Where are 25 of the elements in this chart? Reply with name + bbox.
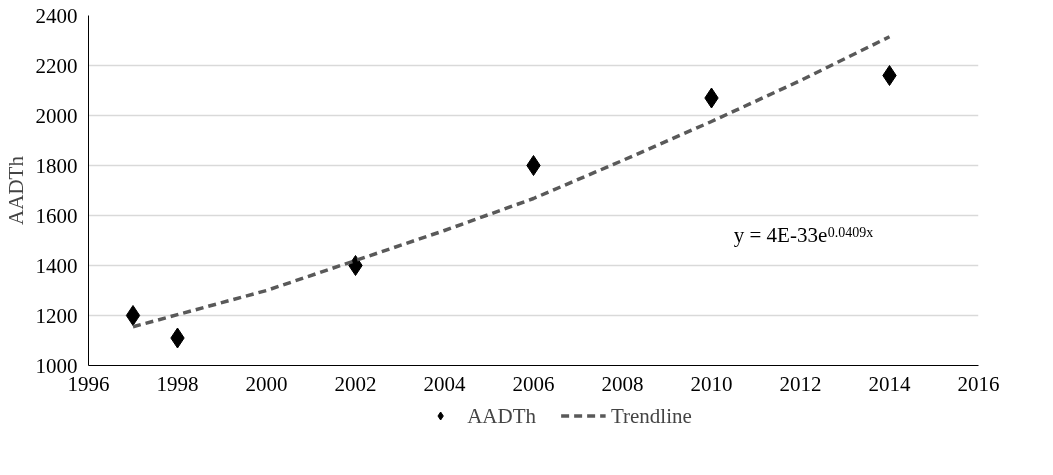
- y-tick-label: 1800: [35, 153, 78, 178]
- y-tick-label: 2000: [35, 103, 78, 128]
- x-tick-label: 2000: [245, 371, 288, 396]
- x-tick-label: 2006: [512, 371, 555, 396]
- x-tick-label: 2010: [690, 371, 733, 396]
- legend-label: AADTh: [467, 403, 536, 428]
- y-axis-title: AADTh: [3, 155, 28, 225]
- legend-label: Trendline: [610, 403, 692, 428]
- x-tick-label: 2012: [779, 371, 822, 396]
- x-tick-label: 2014: [868, 371, 911, 396]
- y-tick-label: 2400: [35, 3, 78, 28]
- x-tick-label: 1998: [156, 371, 199, 396]
- y-tick-label: 1400: [35, 253, 78, 278]
- x-tick-label: 2002: [334, 371, 377, 396]
- y-tick-label: 2200: [35, 53, 78, 78]
- x-tick-label: 2008: [601, 371, 644, 396]
- y-tick-label: 1000: [35, 353, 78, 378]
- x-tick-label: 2004: [423, 371, 466, 396]
- y-tick-label: 1600: [35, 203, 78, 228]
- point: [348, 255, 363, 276]
- point: [526, 155, 541, 176]
- y-tick-label: 1200: [35, 303, 78, 328]
- point: [125, 305, 141, 326]
- point: [882, 65, 897, 86]
- x-tick-label: 2016: [957, 371, 1000, 396]
